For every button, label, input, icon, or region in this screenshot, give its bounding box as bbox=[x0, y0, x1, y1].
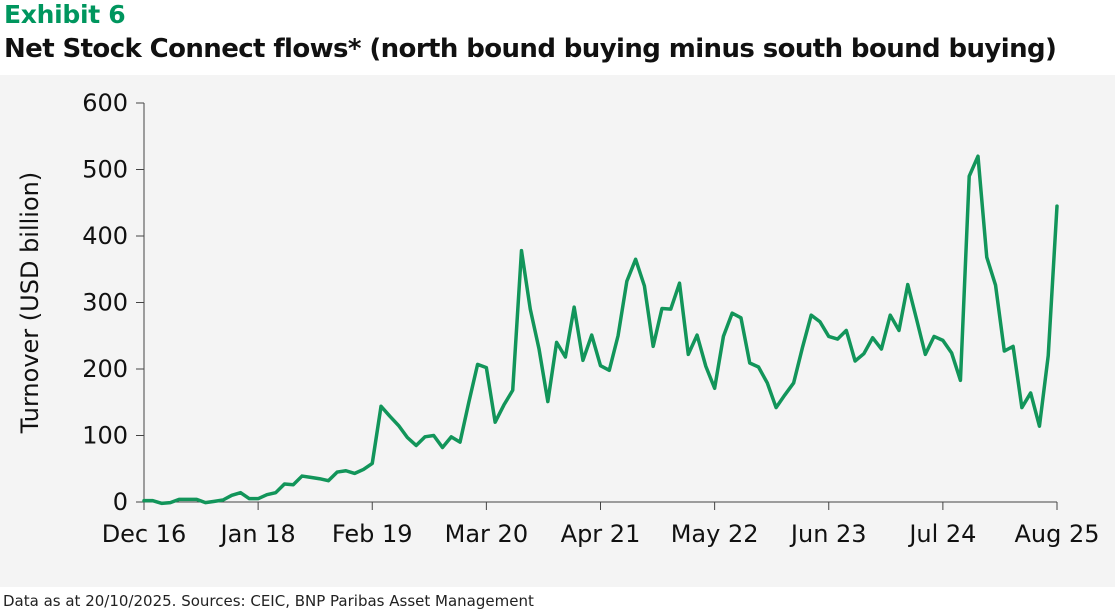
x-tick-label: Jan 18 bbox=[219, 520, 296, 548]
line-chart: 0 100 200 300 400 500 600 Dec 16 Jan 18 Feb 19 Ma… bbox=[16, 89, 1100, 548]
y-axis-title: Turnover (USD billion) bbox=[16, 172, 44, 434]
y-tick-label: 600 bbox=[82, 89, 128, 117]
x-tick-label: Mar 20 bbox=[445, 520, 528, 548]
x-tick-label: Jul 24 bbox=[907, 520, 976, 548]
y-tick-label: 0 bbox=[113, 488, 128, 516]
x-tick-label: Aug 25 bbox=[1014, 520, 1099, 548]
y-tick-label: 200 bbox=[82, 355, 128, 383]
series-layer bbox=[142, 154, 1059, 506]
x-tick-label: May 22 bbox=[671, 520, 759, 548]
x-tick-label: Dec 16 bbox=[102, 520, 187, 548]
x-tick-label: Apr 21 bbox=[561, 520, 641, 548]
exhibit-label: Exhibit 6 bbox=[4, 0, 126, 29]
x-axis: Dec 16 Jan 18 Feb 19 Mar 20 Apr 21 May 22 Jun … bbox=[102, 501, 1100, 548]
source-footnote: Data as at 20/10/2025. Sources: CEIC, BN… bbox=[3, 592, 534, 610]
y-axis: 0 100 200 300 400 500 600 bbox=[82, 89, 145, 516]
series-line bbox=[142, 154, 1059, 506]
y-tick-label: 300 bbox=[82, 289, 128, 317]
x-tick-label: Feb 19 bbox=[332, 520, 413, 548]
x-tick-label: Jun 23 bbox=[789, 520, 867, 548]
chart-title: Net Stock Connect flows* (north bound bu… bbox=[4, 34, 1057, 64]
y-tick-label: 400 bbox=[82, 222, 128, 250]
y-tick-label: 100 bbox=[82, 422, 128, 450]
y-tick-label: 500 bbox=[82, 156, 128, 184]
